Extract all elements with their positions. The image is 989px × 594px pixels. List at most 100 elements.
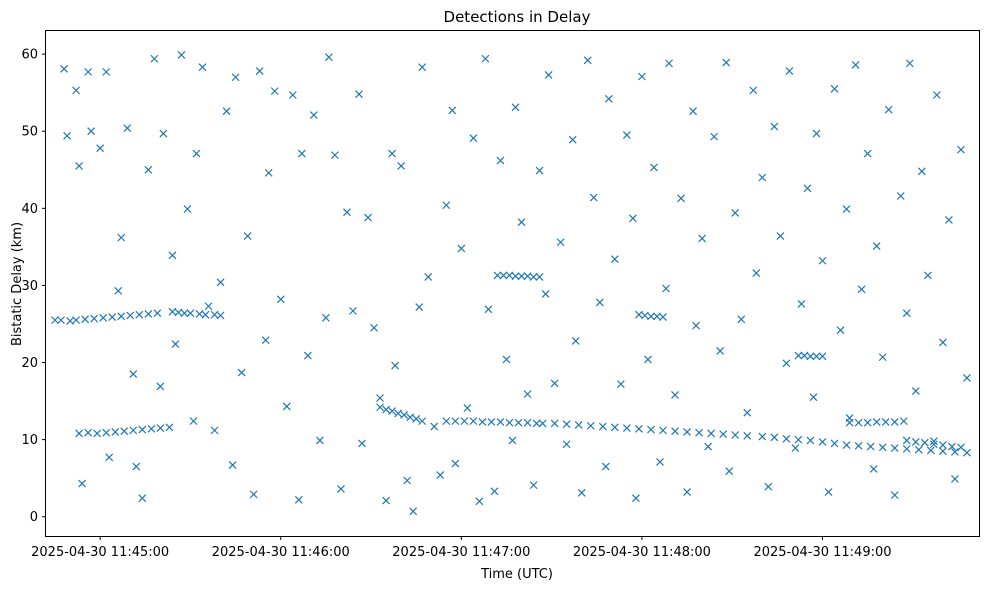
- scatter-point: [204, 302, 213, 311]
- scatter-point: [689, 107, 698, 116]
- scatter-point: [135, 310, 144, 319]
- scatter-point: [186, 309, 195, 318]
- scatter-point: [505, 418, 514, 427]
- scatter-point: [117, 233, 126, 242]
- scatter-point: [568, 135, 577, 144]
- scatter-point: [376, 403, 384, 412]
- scatter-point: [391, 361, 400, 370]
- scatter-point: [147, 424, 156, 433]
- scatter-point: [878, 353, 887, 362]
- scatter-point: [917, 167, 926, 176]
- scatter-point: [854, 441, 863, 450]
- scatter-point: [571, 337, 580, 345]
- scatter-point: [376, 394, 384, 402]
- scatter-point: [947, 442, 956, 451]
- scatter-point: [120, 427, 129, 436]
- scatter-point: [752, 269, 761, 278]
- scatter-point: [138, 425, 147, 434]
- scatter-point: [544, 71, 553, 79]
- y-tick-label: 10: [21, 433, 38, 448]
- scatter-point: [595, 298, 604, 307]
- scatter-point: [303, 351, 312, 360]
- scatter-point: [586, 421, 595, 430]
- scatter-point: [297, 149, 306, 158]
- scatter-point: [938, 338, 947, 347]
- scatter-point: [237, 368, 246, 377]
- scatter-point: [665, 59, 673, 68]
- scatter-point: [400, 411, 409, 419]
- scatter-point: [388, 149, 397, 158]
- scatter-point: [589, 193, 598, 202]
- scatter-point: [562, 420, 571, 429]
- scatter-point: [662, 284, 670, 293]
- scatter-point: [556, 238, 565, 247]
- scatter-point: [216, 311, 225, 320]
- scatter-point: [442, 201, 451, 210]
- scatter-point: [710, 132, 719, 141]
- scatter-point: [938, 441, 947, 449]
- scatter-point: [403, 476, 412, 485]
- scatter-point: [418, 417, 427, 426]
- scatter-point: [102, 67, 111, 76]
- scatter-point: [282, 402, 291, 411]
- scatter-point: [84, 428, 93, 437]
- scatter-point: [51, 316, 59, 325]
- scatter-point: [198, 63, 207, 72]
- scatter-point: [511, 272, 520, 281]
- scatter-point: [743, 408, 752, 417]
- scatter-point: [722, 58, 731, 67]
- scatter-point: [932, 91, 941, 99]
- scatter-point: [616, 380, 625, 389]
- scatter-point: [957, 145, 965, 154]
- scatter-point: [382, 496, 391, 505]
- scatter-point: [725, 467, 734, 476]
- scatter-point: [388, 407, 397, 416]
- scatter-point: [562, 440, 571, 449]
- scatter-point: [845, 414, 854, 422]
- scatter-point: [529, 481, 538, 490]
- x-axis-label: Time (UTC): [480, 567, 553, 582]
- scatter-point: [117, 312, 126, 321]
- scatter-point: [538, 419, 547, 428]
- scatter-point: [448, 106, 457, 115]
- scatter-point: [812, 352, 821, 361]
- scatter-point: [944, 215, 953, 224]
- scatter-point: [108, 313, 117, 321]
- scatter-point: [96, 144, 105, 153]
- scatter-point: [144, 165, 153, 174]
- scatter-point: [905, 59, 914, 68]
- scatter-point: [776, 232, 785, 241]
- scatter-point: [412, 414, 421, 423]
- y-axis-label: Bistatic Delay (km): [10, 222, 25, 346]
- scatter-point: [830, 84, 839, 93]
- scatter-point: [57, 316, 65, 325]
- scatter-point: [517, 218, 526, 227]
- scatter-point: [222, 107, 231, 116]
- y-tick-label: 0: [30, 510, 38, 525]
- scatter-point: [896, 192, 905, 200]
- scatter-point: [201, 310, 210, 319]
- scatter-point: [409, 507, 418, 516]
- scatter-point: [156, 424, 165, 432]
- scatter-point: [270, 87, 279, 96]
- scatter-point: [902, 444, 911, 453]
- scatter-point: [105, 453, 114, 462]
- scatter-point: [129, 370, 138, 379]
- scatter-point: [294, 495, 303, 504]
- scatter-point: [716, 347, 725, 355]
- scatter-point: [502, 355, 511, 364]
- scatter-point: [496, 417, 505, 426]
- scatter-point: [424, 273, 433, 281]
- y-tick-label: 30: [21, 279, 38, 294]
- scatter-point: [255, 67, 264, 76]
- scatter-point: [475, 497, 484, 506]
- scatter-point: [111, 427, 120, 436]
- scatter-point: [535, 273, 544, 281]
- scatter-point: [324, 53, 333, 62]
- scatter-point: [704, 442, 713, 451]
- scatter-point: [631, 494, 640, 503]
- x-tick-label: 2025-04-30 11:49:00: [753, 545, 891, 560]
- scatter-point: [228, 461, 237, 469]
- scatter-point: [496, 156, 505, 165]
